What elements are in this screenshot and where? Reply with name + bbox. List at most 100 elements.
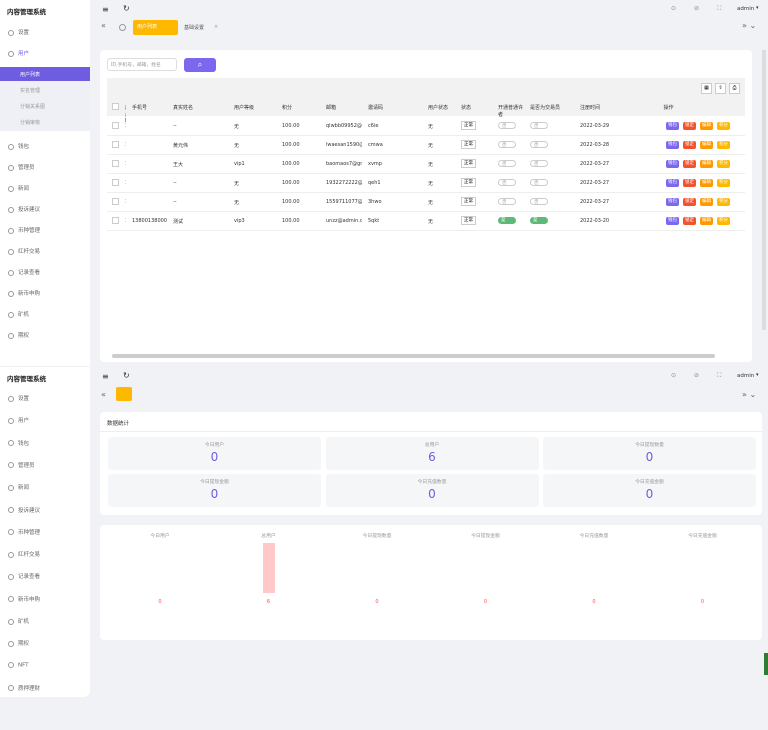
- menu-toggle[interactable]: ≡: [102, 372, 109, 381]
- menu-item[interactable]: 记录查看: [8, 268, 40, 276]
- menu-item[interactable]: 设置: [8, 394, 29, 402]
- menu-item[interactable]: 质押理财: [8, 684, 40, 692]
- menu-item[interactable]: 用户: [8, 49, 29, 57]
- menu-item[interactable]: 期权: [8, 331, 29, 339]
- toggle[interactable]: 否: [530, 179, 548, 186]
- tabs-right[interactable]: » ⌄: [742, 390, 757, 399]
- toggle[interactable]: 否: [530, 198, 548, 205]
- toolbar-button[interactable]: ⇪: [715, 83, 726, 94]
- checkbox[interactable]: [112, 198, 119, 205]
- action-button[interactable]: 积分: [717, 122, 730, 130]
- tabs-left[interactable]: «: [101, 21, 106, 30]
- toolbar-button[interactable]: ▦: [701, 83, 712, 94]
- menu-item[interactable]: 矿机: [8, 617, 29, 625]
- menu-item[interactable]: 币种管理: [8, 226, 40, 234]
- action-button[interactable]: 编辑: [700, 160, 713, 168]
- checkbox[interactable]: [112, 217, 119, 224]
- header-icon[interactable]: ⊙: [671, 5, 677, 12]
- divider: [100, 431, 762, 432]
- menu-item[interactable]: 红杆交易: [8, 247, 40, 255]
- tab-home[interactable]: [119, 24, 126, 31]
- action-button[interactable]: 锁定: [683, 198, 696, 206]
- tab-active[interactable]: 用户列表: [133, 20, 178, 35]
- menu-item[interactable]: NFT: [8, 661, 29, 668]
- menu-item[interactable]: 币种管理: [8, 528, 40, 536]
- status-badge: 正常: [461, 140, 476, 149]
- header-icon[interactable]: ⛶: [717, 372, 722, 379]
- checkbox[interactable]: [112, 122, 119, 129]
- tabs-left[interactable]: «: [101, 390, 106, 399]
- action-button[interactable]: 锁定: [683, 160, 696, 168]
- action-button[interactable]: 钱包: [666, 217, 679, 225]
- action-button[interactable]: 钱包: [666, 160, 679, 168]
- action-button[interactable]: 钱包: [666, 179, 679, 187]
- menu-item[interactable]: 新币申购: [8, 595, 40, 603]
- action-button[interactable]: 积分: [717, 179, 730, 187]
- refresh[interactable]: ↻: [123, 371, 130, 380]
- toggle[interactable]: 否: [498, 160, 516, 167]
- action-button[interactable]: 编辑: [700, 198, 713, 206]
- header-icon[interactable]: ⊘: [694, 372, 700, 379]
- menu-item[interactable]: 新闻: [8, 483, 29, 491]
- toggle[interactable]: 否: [530, 141, 548, 148]
- menu-item[interactable]: 新币申购: [8, 289, 40, 297]
- search-input[interactable]: ID,手机号，邮箱，姓名: [107, 58, 177, 71]
- menu-item[interactable]: 投诉建议: [8, 506, 40, 514]
- action-button[interactable]: 钱包: [666, 141, 679, 149]
- menu-item[interactable]: 用户: [8, 416, 29, 424]
- search-button[interactable]: ⌕: [184, 58, 216, 72]
- toggle[interactable]: 是: [530, 217, 548, 224]
- action-button[interactable]: 锁定: [683, 179, 696, 187]
- toggle[interactable]: 否: [498, 179, 516, 186]
- action-button[interactable]: 编辑: [700, 217, 713, 225]
- action-button[interactable]: 锁定: [683, 122, 696, 130]
- submenu-item[interactable]: 实名管理: [20, 88, 41, 94]
- checkbox[interactable]: [112, 141, 119, 148]
- action-button[interactable]: 锁定: [683, 217, 696, 225]
- tab[interactable]: 基础设置: [184, 25, 205, 31]
- toggle[interactable]: 是: [498, 217, 516, 224]
- menu-item[interactable]: 钱包: [8, 439, 29, 447]
- menu-item[interactable]: 记录查看: [8, 572, 40, 580]
- menu-item[interactable]: 期权: [8, 639, 29, 647]
- checkbox[interactable]: [112, 179, 119, 186]
- submenu-item[interactable]: 用户列表: [20, 72, 41, 78]
- action-button[interactable]: 积分: [717, 198, 730, 206]
- menu-item[interactable]: 设置: [8, 28, 29, 36]
- action-button[interactable]: 钱包: [666, 122, 679, 130]
- submenu-item[interactable]: 分销关系图: [20, 104, 46, 110]
- action-button[interactable]: 编辑: [700, 141, 713, 149]
- action-button[interactable]: 锁定: [683, 141, 696, 149]
- header-icon[interactable]: ⊙: [671, 372, 677, 379]
- header-icon[interactable]: ⊘: [694, 5, 700, 12]
- menu-item[interactable]: 矿机: [8, 310, 29, 318]
- toolbar-button[interactable]: ⎙: [729, 83, 740, 94]
- header-icon[interactable]: ⛶: [717, 5, 722, 12]
- action-button[interactable]: 编辑: [700, 179, 713, 187]
- action-button[interactable]: 积分: [717, 217, 730, 225]
- menu-item[interactable]: 管理员: [8, 163, 35, 171]
- submenu-item[interactable]: 分销审核: [20, 120, 41, 126]
- action-button[interactable]: 编辑: [700, 122, 713, 130]
- user-name[interactable]: admin: [737, 373, 755, 379]
- menu-item[interactable]: 投诉建议: [8, 205, 40, 213]
- checkbox[interactable]: [112, 160, 119, 167]
- refresh[interactable]: ↻: [123, 4, 130, 13]
- menu-item[interactable]: 管理员: [8, 461, 35, 469]
- toggle[interactable]: 否: [530, 160, 548, 167]
- action-button[interactable]: 钱包: [666, 198, 679, 206]
- toggle[interactable]: 否: [498, 122, 516, 129]
- menu-item[interactable]: 新闻: [8, 184, 29, 192]
- menu-toggle[interactable]: ≡: [102, 5, 109, 14]
- menu-item[interactable]: 红杆交易: [8, 550, 40, 558]
- checkbox[interactable]: [112, 103, 119, 110]
- action-button[interactable]: 积分: [717, 141, 730, 149]
- menu-item[interactable]: 钱包: [8, 142, 29, 150]
- toggle[interactable]: 否: [530, 122, 548, 129]
- toggle[interactable]: 否: [498, 198, 516, 205]
- action-button[interactable]: 积分: [717, 160, 730, 168]
- toggle[interactable]: 否: [498, 141, 516, 148]
- tabs-right[interactable]: » ⌄: [742, 21, 757, 30]
- user-name[interactable]: admin: [737, 6, 755, 12]
- tab-home-active[interactable]: [116, 387, 132, 401]
